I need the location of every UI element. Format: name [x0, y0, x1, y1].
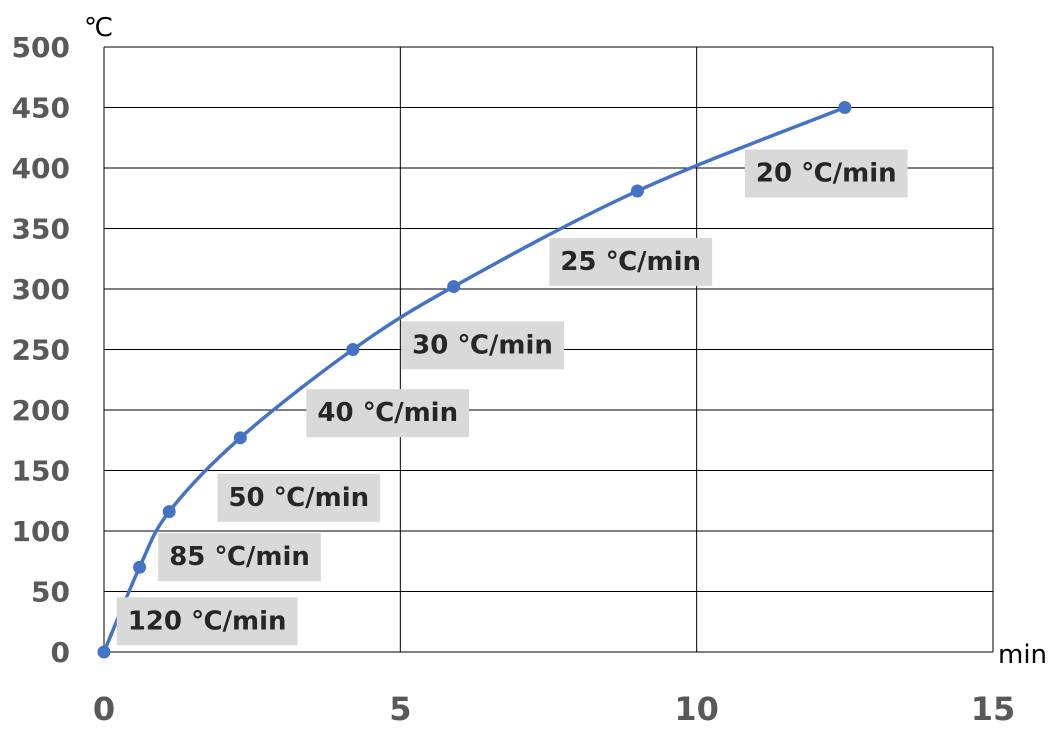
y-tick-label: 350: [12, 213, 70, 246]
data-point: [346, 343, 360, 356]
x-tick-label: 15: [971, 690, 1016, 728]
annotation-background: [158, 533, 321, 582]
data-point: [133, 560, 147, 574]
y-tick-label: 300: [12, 273, 70, 306]
annotation-label: 25 ℃/min: [560, 247, 701, 277]
y-tick-label: 100: [12, 515, 70, 548]
rate-annotation: 30 ℃/min: [401, 321, 564, 370]
y-axis-unit: ℃: [84, 13, 113, 43]
data-point: [838, 101, 852, 114]
x-axis-unit: min: [998, 640, 1047, 670]
annotation-background: [116, 597, 298, 646]
data-point: [233, 431, 247, 445]
data-point: [630, 184, 644, 198]
rate-annotation: 50 ℃/min: [217, 473, 381, 522]
annotation-background: [217, 473, 381, 522]
data-point: [97, 645, 111, 659]
annotation-label: 40 ℃/min: [317, 398, 458, 428]
rate-annotation: 25 ℃/min: [549, 237, 713, 286]
y-tick-label: 450: [12, 92, 70, 125]
rate-annotation: 20 ℃/min: [744, 149, 908, 198]
rate-annotation: 85 ℃/min: [158, 533, 321, 582]
x-axis-ticks: 0 5 10 15: [93, 690, 1015, 728]
rate-annotation: 40 ℃/min: [306, 389, 470, 438]
y-tick-label: 50: [31, 576, 70, 609]
annotation-label: 20 ℃/min: [756, 159, 897, 189]
series-temperature: [97, 101, 852, 659]
x-tick-label: 0: [93, 690, 115, 728]
y-tick-label: 200: [12, 394, 70, 427]
y-tick-label: 500: [12, 31, 70, 64]
data-point: [447, 280, 461, 294]
y-tick-label: 250: [12, 334, 70, 367]
rate-annotation: 120 ℃/min: [116, 597, 298, 646]
annotation-background: [744, 149, 908, 198]
annotation-background: [549, 237, 713, 286]
annotation-label: 30 ℃/min: [412, 330, 553, 360]
data-point: [162, 505, 176, 519]
annotation-background: [401, 321, 564, 370]
y-tick-label: 400: [12, 152, 70, 185]
x-tick-label: 5: [389, 690, 411, 728]
rate-annotations: 120 ℃/min 85 ℃/min 50 ℃/min 40 ℃/min 30 ℃/mi…: [116, 149, 908, 646]
annotation-label: 120 ℃/min: [128, 606, 287, 636]
y-tick-label: 0: [51, 636, 70, 669]
y-tick-label: 150: [12, 455, 70, 488]
x-tick-label: 10: [674, 690, 719, 728]
y-axis-ticks: 0 50 100 150 200 250 300 350 400 450 500: [12, 31, 70, 669]
annotation-label: 85 ℃/min: [169, 542, 310, 572]
annotation-label: 50 ℃/min: [228, 483, 369, 513]
annotation-background: [306, 389, 470, 438]
